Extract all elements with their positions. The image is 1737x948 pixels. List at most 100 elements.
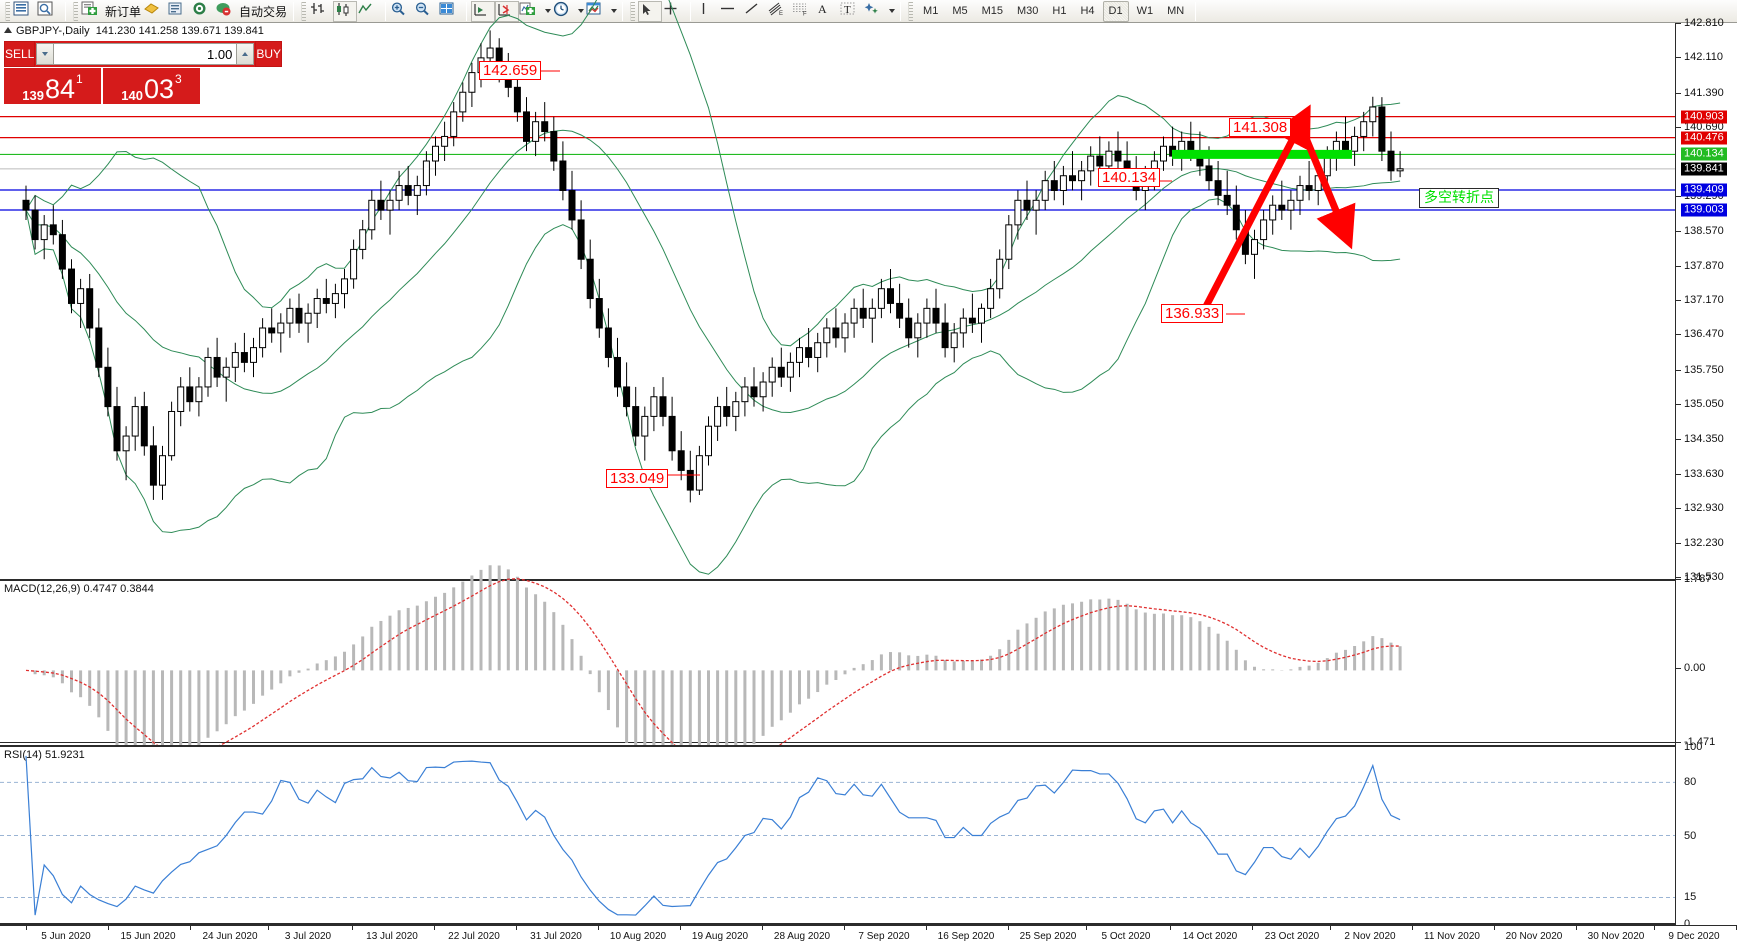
macd-pane[interactable]: MACD(12,26,9) 0.4747 0.3844 [0, 565, 1675, 792]
price-tick [1676, 92, 1681, 94]
templates-icon[interactable] [585, 1, 609, 22]
price-level-tag[interactable]: 139.409 [1681, 183, 1727, 197]
price-tick-label: 132.230 [1684, 536, 1724, 549]
price-level-tag[interactable]: 139.003 [1681, 203, 1727, 217]
market-watch-icon[interactable] [13, 1, 37, 22]
volume-increase-button[interactable] [236, 43, 255, 65]
timeframe-m30[interactable]: M30 [1017, 4, 1039, 17]
volume-stepper[interactable] [35, 41, 256, 67]
zoom-in-icon[interactable] [390, 1, 414, 22]
time-axis[interactable]: 5 Jun 2020 15 Jun 2020 24 Jun 2020 3 Jul 20… [0, 925, 1737, 948]
timeframe-m15[interactable]: M15 [981, 4, 1003, 17]
periods-clock-icon[interactable] [552, 1, 576, 22]
sell-button[interactable]: SELL [4, 41, 36, 67]
anno-turning-point[interactable]: 多空转折点 [1419, 188, 1499, 208]
timeframe-m1[interactable]: M1 [923, 4, 939, 17]
time-tick-label: 3 Jul 2020 [284, 931, 332, 942]
anno-high-141308[interactable]: 141.308 [1229, 118, 1292, 137]
rsi-pane[interactable]: RSI(14) 51.9231 [0, 745, 1675, 925]
sell-price-display[interactable]: 139 84 1 [4, 68, 101, 104]
new-order-label[interactable]: 新订单 [105, 4, 142, 19]
new-order-icon[interactable] [81, 1, 105, 22]
shapes-dropdown-caret[interactable] [887, 1, 896, 22]
price-level-tag[interactable]: 140.134 [1681, 147, 1727, 161]
price-tick [1676, 265, 1681, 267]
anno-low-133049[interactable]: 133.049 [606, 469, 669, 488]
timeframe-w1[interactable]: W1 [1136, 4, 1154, 17]
buy-price-display[interactable]: 140 03 3 [103, 68, 200, 104]
time-tick-label: 30 Nov 2020 [1587, 931, 1645, 942]
rsi-tick-label: 15 [1684, 891, 1697, 904]
periods-dropdown-caret[interactable] [576, 1, 585, 22]
bar-chart-icon[interactable] [309, 1, 333, 22]
chart-shift-icon[interactable] [471, 0, 496, 22]
fibonacci-retracement-icon[interactable]: F [791, 1, 815, 22]
shapes-icon[interactable] [863, 1, 887, 22]
timeframe-h4[interactable]: H4 [1080, 4, 1095, 17]
collapse-triangle-icon[interactable] [4, 27, 12, 33]
toolbar-grip-4[interactable] [630, 1, 636, 21]
timeframe-d1[interactable]: D1 [1102, 0, 1129, 22]
time-tick-label: 22 Jul 2020 [448, 931, 500, 942]
anno-low-136933[interactable]: 136.933 [1161, 304, 1224, 323]
line-chart-icon[interactable] [357, 1, 381, 22]
metaeditor-icon[interactable] [167, 1, 191, 22]
price-tick [1676, 404, 1681, 406]
signals-icon[interactable] [191, 1, 215, 22]
price-tick [1676, 369, 1681, 371]
price-level-tag[interactable]: 140.476 [1681, 131, 1727, 145]
timeframe-m5[interactable]: M5 [952, 4, 968, 17]
toolbar-grip-3[interactable] [301, 1, 307, 21]
time-tick [1654, 926, 1655, 930]
horizontal-line-icon[interactable] [719, 1, 743, 22]
tile-windows-icon[interactable] [438, 1, 462, 22]
mql5-community-icon[interactable] [143, 1, 167, 22]
autotrading-icon[interactable] [215, 1, 239, 22]
time-tick-label: 25 Sep 2020 [1019, 931, 1077, 942]
time-tick [1252, 926, 1253, 930]
price-chart-svg [0, 0, 1675, 575]
auto-scroll-icon[interactable] [495, 0, 520, 22]
indicators-dropdown-caret[interactable] [543, 1, 552, 22]
text-icon[interactable]: A [815, 1, 839, 22]
zoom-out-icon[interactable] [414, 1, 438, 22]
autotrading-label[interactable]: 自动交易 [239, 4, 288, 19]
price-level-tag[interactable]: 139.841 [1681, 162, 1727, 176]
toolbar-grip[interactable] [5, 1, 10, 21]
cursor-icon[interactable] [638, 0, 663, 22]
time-tick [434, 926, 435, 930]
toolbar-separator-5 [622, 1, 624, 21]
rsi-chart-svg [0, 755, 1675, 916]
candlestick-chart-icon[interactable] [333, 0, 358, 22]
templates-dropdown-caret[interactable] [609, 1, 618, 22]
anno-mid-140134[interactable]: 140.134 [1098, 168, 1161, 187]
volume-input[interactable] [54, 43, 237, 65]
toolbar-grip-2[interactable] [73, 1, 78, 21]
data-window-icon[interactable] [37, 1, 61, 22]
crosshair-icon[interactable] [662, 1, 686, 22]
equidistant-channel-icon[interactable]: E [767, 1, 791, 22]
indicators-icon[interactable] [519, 1, 543, 22]
volume-decrease-button[interactable] [36, 43, 55, 65]
rsi-tick-label: 80 [1684, 776, 1697, 789]
toolbar-grip-5[interactable] [908, 1, 914, 21]
macd-chart-svg [25, 565, 1402, 792]
price-level-tag[interactable]: 140.903 [1681, 110, 1727, 124]
timeframe-mn[interactable]: MN [1167, 4, 1185, 17]
price-tick-label: 135.750 [1684, 363, 1724, 376]
price-scale[interactable]: 142.810142.110141.390140.690139.290138.5… [1675, 17, 1737, 930]
trendline-icon[interactable] [743, 1, 767, 22]
vertical-line-icon[interactable] [695, 1, 719, 22]
anno-high-142659[interactable]: 142.659 [479, 61, 542, 80]
timeframe-h1[interactable]: H1 [1052, 4, 1067, 17]
order-panel-price-row: 139 84 1 140 03 3 [4, 68, 200, 104]
price-tick-label: 136.470 [1684, 328, 1724, 341]
time-tick [1086, 926, 1087, 930]
buy-button[interactable]: BUY [255, 41, 283, 67]
text-label-icon[interactable]: T [839, 1, 863, 22]
price-tick [1676, 195, 1681, 197]
price-pane[interactable]: GBPJPY-,Daily 141.230 141.258 139.671 13… [0, 0, 1675, 577]
toolbar-separator [65, 1, 66, 21]
